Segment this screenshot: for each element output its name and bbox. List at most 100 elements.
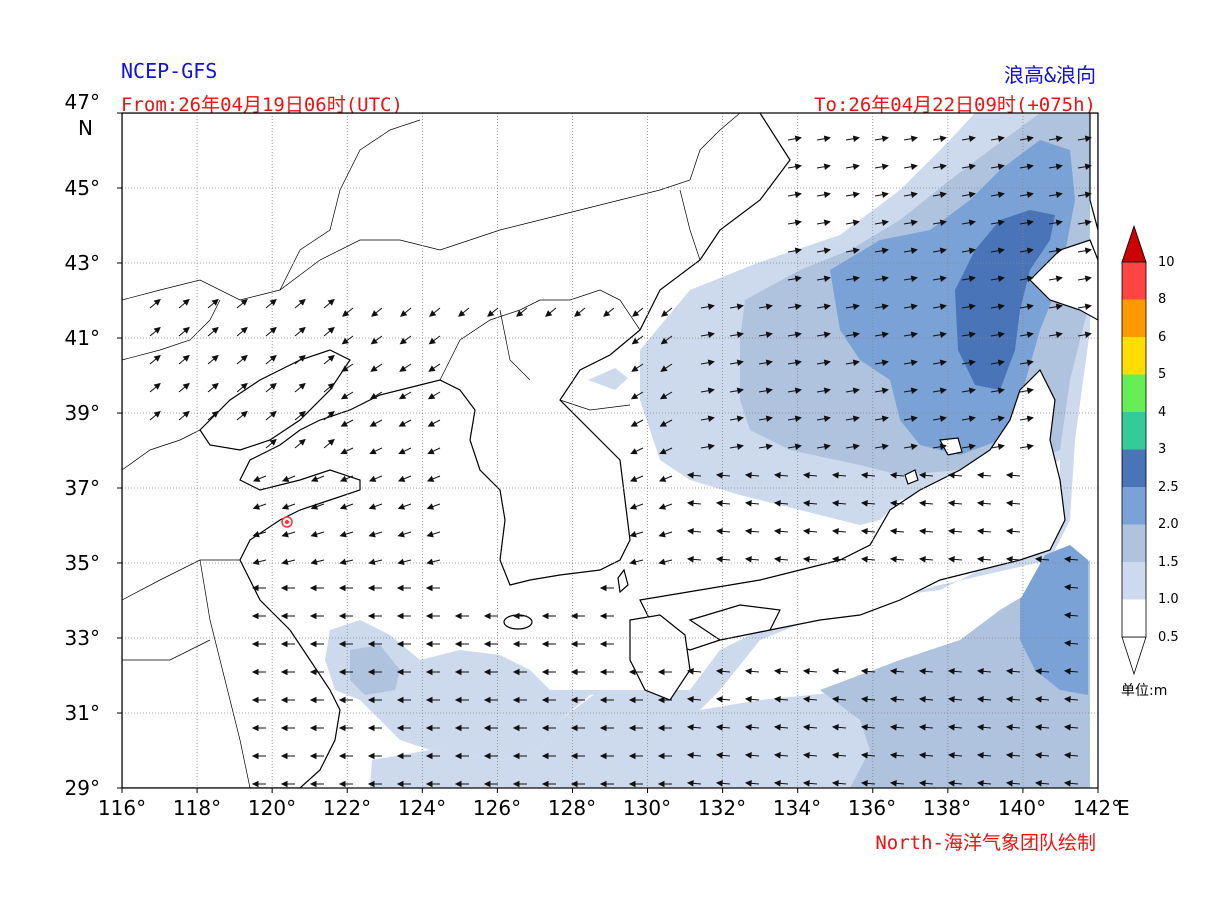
wave-arrow: [744, 472, 760, 479]
lon-tick-118: 118°: [172, 796, 222, 820]
wave-arrow: [341, 363, 354, 372]
wave-arrow: [396, 724, 411, 732]
lon-tick-130: 130°: [622, 796, 672, 820]
lat-tick-45: 45°: [64, 176, 100, 200]
wave-arrow: [947, 752, 963, 759]
wave-arrow: [454, 668, 469, 676]
wave-arrow: [658, 530, 673, 538]
wave-arrow: [860, 528, 876, 535]
wave-arrow: [487, 307, 499, 317]
wave-arrow: [631, 363, 644, 372]
wave-arrow: [265, 382, 277, 393]
wave-arrow: [323, 382, 335, 393]
wave-arrow: [661, 307, 673, 317]
wave-arrow: [630, 447, 644, 455]
wave-arrow: [396, 668, 411, 676]
wave-arrow: [1048, 275, 1063, 282]
wave-arrow: [787, 331, 802, 338]
wave-arrow: [932, 219, 947, 226]
wave-arrow: [1048, 331, 1063, 338]
wave-arrow: [903, 387, 918, 394]
wave-arrow: [657, 780, 672, 788]
wave-arrow: [309, 752, 324, 760]
wave-arrow: [338, 640, 353, 648]
wave-arrow: [889, 724, 905, 731]
wave-arrow: [816, 275, 831, 282]
wave-arrow: [715, 528, 731, 535]
wave-arrow: [1034, 724, 1050, 731]
wave-arrow: [831, 724, 847, 731]
wave-arrow: [686, 556, 702, 563]
wave-arrow: [1048, 219, 1063, 226]
wave-arrow: [368, 475, 383, 482]
wave-arrow: [932, 275, 947, 282]
wave-arrow: [932, 191, 947, 198]
wave-arrow: [816, 415, 831, 422]
wave-arrow: [429, 307, 441, 317]
wave-arrow: [729, 303, 744, 310]
wave-arrow: [236, 354, 248, 365]
wave-arrow: [425, 668, 440, 676]
wave-arrow: [787, 219, 802, 226]
wave-arrow: [483, 668, 498, 676]
wave-arrow: [686, 668, 702, 675]
wave-arrow: [483, 780, 498, 788]
wave-arrow: [265, 410, 277, 421]
cb-label-2.0: 2.0: [1158, 517, 1179, 532]
wave-arrow: [874, 247, 889, 254]
wave-arrow: [541, 640, 556, 648]
wave-arrow: [338, 752, 353, 760]
wave-arrow: [700, 303, 715, 310]
wave-arrow: [265, 354, 277, 365]
lon-tick-136: 136°: [847, 796, 897, 820]
wave-arrow: [323, 410, 335, 421]
wave-arrow: [323, 438, 335, 449]
wave-arrow: [516, 307, 528, 317]
wave-arrow: [280, 696, 295, 704]
wave-arrow: [744, 500, 760, 507]
wave-arrow: [629, 475, 644, 482]
wave-arrow: [483, 640, 498, 648]
wave-arrow: [889, 500, 905, 507]
wave-arrow: [845, 331, 860, 338]
wave-arrow: [368, 530, 383, 538]
wave-arrow: [773, 780, 789, 787]
wave-arrow: [802, 724, 818, 731]
wave-arrow: [976, 500, 992, 507]
wave-arrow: [1077, 247, 1092, 254]
wave-arrow: [428, 335, 441, 345]
product-title: 浪高&浪向: [1003, 63, 1096, 87]
wave-arrow: [990, 191, 1005, 198]
wave-arrow: [294, 298, 306, 309]
wave-arrow: [874, 443, 889, 450]
wave-arrow: [309, 584, 324, 592]
wave-arrow: [396, 584, 411, 592]
wave-arrow: [310, 475, 325, 482]
wave-arrow: [874, 415, 889, 422]
wave-arrow: [686, 528, 702, 535]
wave-arrow: [831, 500, 847, 507]
wave-arrow: [427, 391, 441, 400]
wave-arrow: [603, 307, 615, 317]
wave-arrow: [570, 612, 585, 620]
wave-arrow: [397, 558, 412, 566]
wave-arrow: [1019, 415, 1034, 422]
wave-arrow: [845, 219, 860, 226]
wave-arrow: [396, 752, 411, 760]
wave-arrow: [700, 387, 715, 394]
wave-arrow: [816, 359, 831, 366]
lon-tick-134: 134°: [772, 796, 822, 820]
wave-arrow: [1048, 135, 1063, 142]
wave-arrow: [744, 696, 760, 703]
wave-arrow: [512, 780, 527, 788]
plot-frame: [121, 112, 1099, 789]
lat-tick-33: 33°: [64, 626, 100, 650]
station-marker-dot: [285, 520, 289, 524]
wave-arrow: [831, 780, 847, 787]
wave-arrow: [990, 303, 1005, 310]
wave-arrow: [629, 530, 644, 538]
wave-arrow: [570, 724, 585, 732]
wave-arrow: [903, 219, 918, 226]
wave-arrow: [599, 612, 614, 620]
